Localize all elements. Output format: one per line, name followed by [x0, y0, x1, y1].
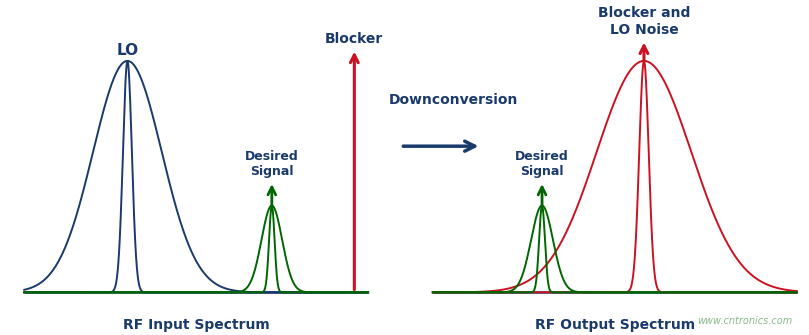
- Text: Blocker and
LO Noise: Blocker and LO Noise: [598, 6, 690, 37]
- Text: Desired
Signal: Desired Signal: [245, 150, 299, 178]
- Text: Desired
Signal: Desired Signal: [515, 150, 569, 178]
- Text: Downconversion: Downconversion: [388, 92, 518, 107]
- Text: RF Input Spectrum: RF Input Spectrum: [123, 318, 269, 332]
- Text: RF Output Spectrum: RF Output Spectrum: [535, 318, 695, 332]
- Text: LO: LO: [116, 43, 138, 58]
- Text: www.cntronics.com: www.cntronics.com: [697, 316, 793, 326]
- Text: Blocker: Blocker: [325, 32, 383, 46]
